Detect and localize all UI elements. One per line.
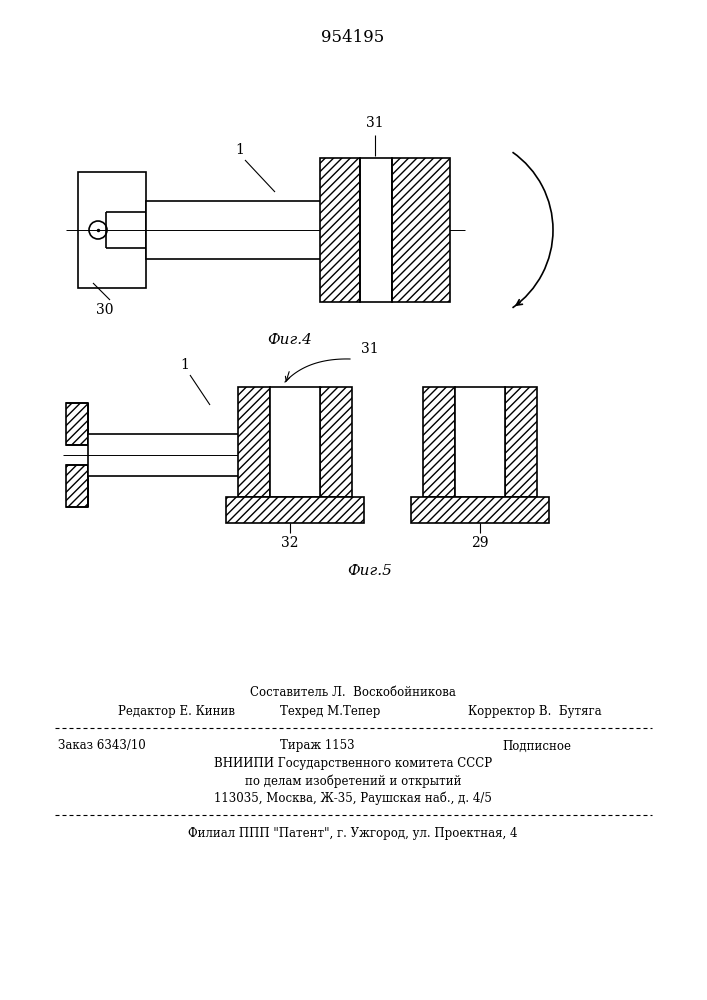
Text: Филиал ППП "Патент", г. Ужгород, ул. Проектная, 4: Филиал ППП "Патент", г. Ужгород, ул. Про… — [188, 828, 518, 840]
Bar — [423, 387, 455, 497]
Text: Фиг.4: Фиг.4 — [267, 333, 312, 347]
Bar — [411, 497, 549, 523]
Bar — [392, 158, 450, 302]
Bar — [455, 387, 505, 497]
Text: 954195: 954195 — [322, 29, 385, 46]
Bar — [505, 387, 537, 497]
Bar — [78, 172, 146, 288]
Bar — [146, 201, 375, 259]
Bar — [88, 434, 340, 476]
Bar — [270, 387, 320, 497]
Text: Подписное: Подписное — [502, 740, 571, 752]
Text: 30: 30 — [96, 303, 114, 317]
Text: 113035, Москва, Ж-35, Раушская наб., д. 4/5: 113035, Москва, Ж-35, Раушская наб., д. … — [214, 791, 492, 805]
Text: Заказ 6343/10: Заказ 6343/10 — [58, 740, 146, 752]
Text: Техред М.Тепер: Техред М.Тепер — [280, 706, 380, 718]
Text: 1: 1 — [180, 358, 189, 372]
Text: Фиг.5: Фиг.5 — [348, 564, 392, 578]
Bar — [238, 387, 270, 497]
Text: 29: 29 — [472, 536, 489, 550]
Text: 31: 31 — [361, 342, 379, 356]
Text: Составитель Л.  Воскобойникова: Составитель Л. Воскобойникова — [250, 686, 456, 698]
Text: 1: 1 — [235, 143, 245, 157]
Text: Редактор Е. Кинив: Редактор Е. Кинив — [118, 706, 235, 718]
Bar — [320, 158, 360, 302]
Bar — [320, 387, 352, 497]
Bar — [226, 497, 364, 523]
Bar — [360, 158, 392, 302]
Text: 32: 32 — [281, 536, 299, 550]
Text: 31: 31 — [366, 116, 384, 130]
Text: по делам изобретений и открытий: по делам изобретений и открытий — [245, 774, 461, 788]
Text: Тираж 1153: Тираж 1153 — [280, 740, 355, 752]
Text: Корректор В.  Бутяга: Корректор В. Бутяга — [468, 706, 602, 718]
Bar — [66, 465, 88, 507]
Text: ВНИИПИ Государственного комитета СССР: ВНИИПИ Государственного комитета СССР — [214, 758, 492, 770]
Bar — [66, 403, 88, 445]
